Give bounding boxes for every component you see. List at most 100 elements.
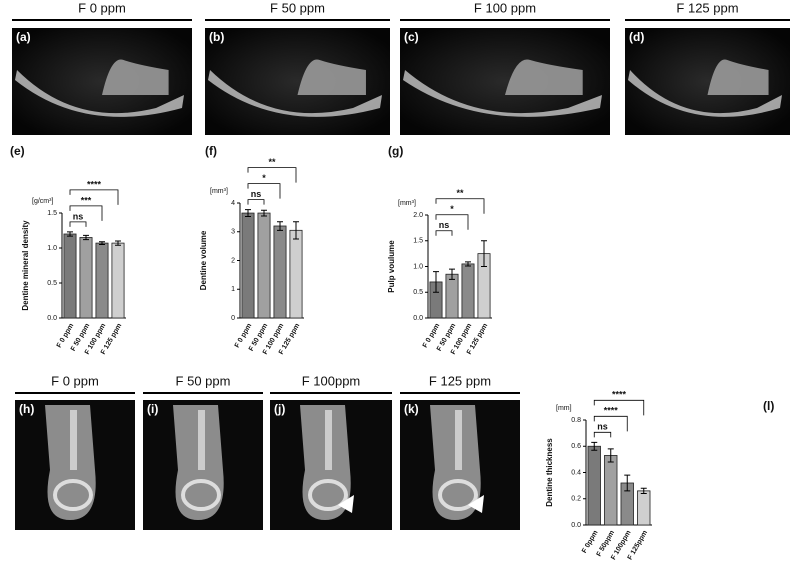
significance-bracket [593,399,645,416]
error-bar [277,221,283,231]
bar [461,263,475,319]
panel-label: (d) [629,30,644,44]
significance-label: **** [612,390,627,400]
unit-label: [mm³] [210,188,228,195]
y-tick-label: 0 [231,315,235,322]
root-shape [455,410,462,470]
panel-header: F 125 ppm [429,373,491,388]
root-shape [325,410,332,470]
significance-bracket [435,230,453,236]
y-tick-label: 4 [231,200,235,207]
panel-header: F 0 ppm [51,373,99,388]
error-bar [449,268,455,280]
significance-bracket [435,214,469,230]
panel-label: (j) [274,402,285,416]
significance-label: ns [439,220,450,230]
pulp-ring [438,479,478,511]
y-tick-label: 2.0 [413,212,423,219]
panel-header: F 50 ppm [176,373,231,388]
bar [241,212,255,319]
teeth-shape [102,59,169,95]
significance-bracket [435,198,485,214]
y-axis-label: Dentine volume [199,230,208,290]
error-bar [591,441,598,451]
significance-label: **** [87,179,102,189]
significance-label: ns [251,189,262,199]
unit-label: [mm³] [398,200,416,207]
y-tick-label: 1 [231,286,235,293]
bar [111,242,125,319]
root-shape [198,410,205,470]
significance-label: **** [604,406,619,416]
y-tick-label: 0.2 [571,496,581,503]
significance-label: * [262,173,266,183]
y-tick-label: 0.0 [413,315,423,322]
pulp-ring [53,479,93,511]
panel-label: (g) [388,144,403,158]
panel-header: F 0 ppm [78,0,126,15]
y-tick-label: 0.5 [413,289,423,296]
significance-bracket [247,199,265,205]
y-tick-label: 3 [231,229,235,236]
panel-label: (k) [404,402,419,416]
panel-label: (a) [16,30,31,44]
arrowhead [338,495,354,513]
bar [79,237,93,319]
y-tick-label: 0.6 [571,443,581,450]
panel-label: (b) [209,30,224,44]
panel-label: (l) [763,399,774,413]
y-tick-label: 0.0 [571,522,581,529]
y-tick-label: 0.4 [571,469,581,476]
error-bar [624,474,631,492]
significance-bracket [247,183,281,199]
bar [63,233,77,319]
panel-label: (i) [147,402,158,416]
bar [289,229,303,319]
error-bar [67,231,73,237]
error-bar [607,448,614,463]
panel-label: (h) [19,402,34,416]
y-tick-label: 1.5 [413,238,423,245]
y-axis-label: Dentine thickness [545,438,554,507]
panel-label: (c) [404,30,419,44]
significance-bracket [69,205,103,221]
panel-header: F 100 ppm [474,0,536,15]
error-bar [99,241,105,245]
y-tick-label: 0.8 [571,417,581,424]
significance-bracket [593,431,612,438]
bar [257,212,271,319]
y-tick-label: 1.0 [413,263,423,270]
bar [587,445,601,526]
error-bar [433,271,439,293]
y-axis-label: Pulp voulume [387,240,396,293]
unit-label: [mm] [556,405,572,412]
significance-label: ** [456,188,464,198]
y-tick-label: 1.5 [47,210,57,217]
significance-bracket [247,167,297,183]
significance-bracket [69,189,119,205]
bar [95,242,109,319]
significance-label: ns [597,422,608,432]
y-axis-label: Dentine mineral density [21,220,30,311]
arrowhead [468,495,484,513]
error-bar [640,487,647,494]
y-tick-label: 0.0 [47,315,57,322]
panel-label: (f) [205,144,217,158]
y-tick-label: 1.0 [47,245,57,252]
panel-header: F 50 ppm [270,0,325,15]
significance-label: *** [81,195,92,205]
error-bar [115,240,121,246]
teeth-shape [707,59,769,95]
bar [445,273,459,319]
error-bar [481,240,487,267]
panel-header: F 100ppm [302,373,361,388]
root-shape [70,410,77,470]
significance-bracket [69,221,87,227]
panel-header: F 125 ppm [676,0,738,15]
significance-bracket [593,415,628,432]
significance-label: * [450,204,454,214]
bar [637,490,651,526]
teeth-shape [297,59,366,95]
error-bar [465,261,471,267]
